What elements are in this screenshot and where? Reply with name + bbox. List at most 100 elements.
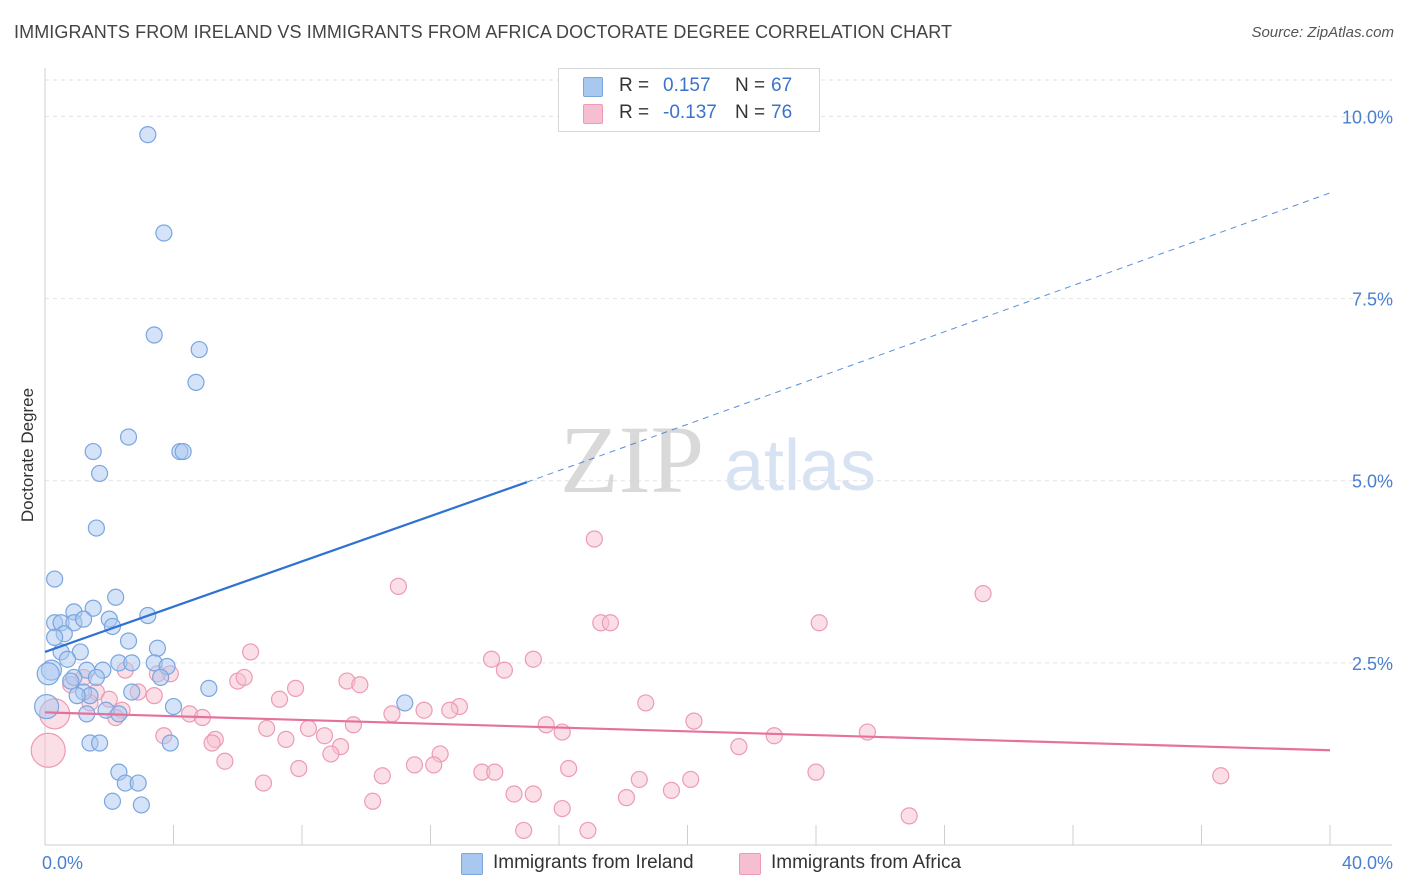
ireland-point <box>161 734 179 752</box>
africa-point <box>364 792 382 810</box>
ireland-point <box>119 428 138 446</box>
ireland-point <box>34 693 60 720</box>
ireland-point <box>87 668 106 687</box>
africa-point <box>560 759 578 778</box>
ireland-point <box>174 442 192 461</box>
series-legend: Immigrants from Ireland Immigrants from … <box>0 852 1406 878</box>
legend-swatch-africa <box>583 104 603 124</box>
africa-point <box>145 687 163 705</box>
ireland-point <box>84 442 102 461</box>
ireland-point <box>139 126 157 144</box>
ireland-point <box>91 734 109 752</box>
ireland-point <box>103 792 122 810</box>
africa-point <box>682 770 700 789</box>
africa-point <box>351 676 369 694</box>
y-tick-label: 2.5% <box>1352 654 1393 674</box>
africa-point <box>515 821 533 840</box>
africa-point <box>290 759 308 778</box>
ireland-point <box>190 340 208 359</box>
legend-r-value: -0.137 <box>663 102 717 123</box>
correlation-legend: R = 0.157 N = 67 R = -0.137 N = 76 <box>558 68 820 132</box>
y-tick-label: 7.5% <box>1352 290 1393 310</box>
ireland-point <box>74 610 93 628</box>
legend-n-value: 76 <box>771 102 793 123</box>
africa-point <box>1212 767 1230 785</box>
ireland-point <box>132 796 150 814</box>
africa-point <box>203 734 221 752</box>
ireland-point <box>36 662 60 686</box>
ireland-point <box>58 650 77 668</box>
africa-point <box>730 738 748 756</box>
africa-point <box>807 763 825 781</box>
ireland-point <box>129 774 147 792</box>
africa-point <box>537 716 555 734</box>
africa-point <box>270 690 289 708</box>
ireland-point <box>187 373 205 391</box>
africa-point <box>585 530 603 548</box>
africa-point <box>235 668 253 687</box>
ireland-point <box>87 519 106 537</box>
ireland-point <box>91 464 109 483</box>
africa-point <box>405 756 424 774</box>
africa-point <box>315 727 334 745</box>
legend-swatch-africa <box>739 853 761 875</box>
watermark-atlas: atlas <box>724 426 876 506</box>
ireland-point <box>123 654 141 672</box>
ireland-point <box>200 679 218 697</box>
legend-label-ireland: Immigrants from Ireland <box>493 852 694 873</box>
source-label: Source: ZipAtlas.com <box>1251 24 1394 41</box>
legend-label-africa: Immigrants from Africa <box>771 852 962 873</box>
africa-point <box>486 763 504 781</box>
ireland-point <box>71 643 89 661</box>
africa-point <box>373 767 391 785</box>
africa-point <box>344 716 362 734</box>
y-tick-label: 5.0% <box>1352 472 1393 492</box>
legend-r-label: R = <box>619 75 650 96</box>
chart-title: IMMIGRANTS FROM IRELAND VS IMMIGRANTS FR… <box>14 22 953 42</box>
ireland-point <box>148 639 167 657</box>
africa-trendline <box>44 711 1331 752</box>
legend-n-label: N = <box>735 102 766 123</box>
africa-point <box>630 770 648 789</box>
africa-point <box>637 694 655 712</box>
africa-point <box>685 712 703 730</box>
africa-point <box>810 614 828 632</box>
africa-point <box>524 785 542 803</box>
watermark-zip: ZIP <box>560 406 704 513</box>
ireland-trendline-extension <box>526 192 1331 483</box>
legend-r-label: R = <box>619 102 650 123</box>
tick-labels: 2.5% 5.0% 7.5% 10.0% 0.0% 40.0% <box>42 107 1393 873</box>
ireland-point <box>46 628 64 646</box>
trendlines <box>44 192 1331 752</box>
africa-point <box>617 789 636 807</box>
legend-swatch-ireland <box>461 853 483 875</box>
legend-r-value: 0.157 <box>663 75 711 96</box>
ireland-point <box>68 687 86 705</box>
africa-point <box>579 821 597 840</box>
africa-point <box>277 730 295 748</box>
legend-n-label: N = <box>735 75 766 96</box>
africa-point <box>242 643 260 661</box>
x-tick-label: 40.0% <box>1342 853 1393 873</box>
africa-point <box>505 785 523 803</box>
gridlines <box>45 79 1392 664</box>
africa-point <box>216 752 234 770</box>
africa-point <box>389 577 407 595</box>
ireland-trendline <box>44 481 528 653</box>
africa-point <box>299 719 318 738</box>
africa-point <box>662 781 681 799</box>
axes <box>44 68 1392 846</box>
ireland-point <box>107 588 125 606</box>
africa-point <box>553 799 571 818</box>
ireland-point <box>123 683 141 701</box>
ireland-point <box>396 694 414 712</box>
africa-point <box>765 727 783 745</box>
africa-point <box>482 650 501 668</box>
africa-point <box>441 701 459 719</box>
africa-point <box>322 745 340 763</box>
africa-point <box>30 732 66 768</box>
ireland-point <box>145 326 163 344</box>
ireland-point <box>155 224 173 242</box>
africa-point <box>974 585 992 603</box>
